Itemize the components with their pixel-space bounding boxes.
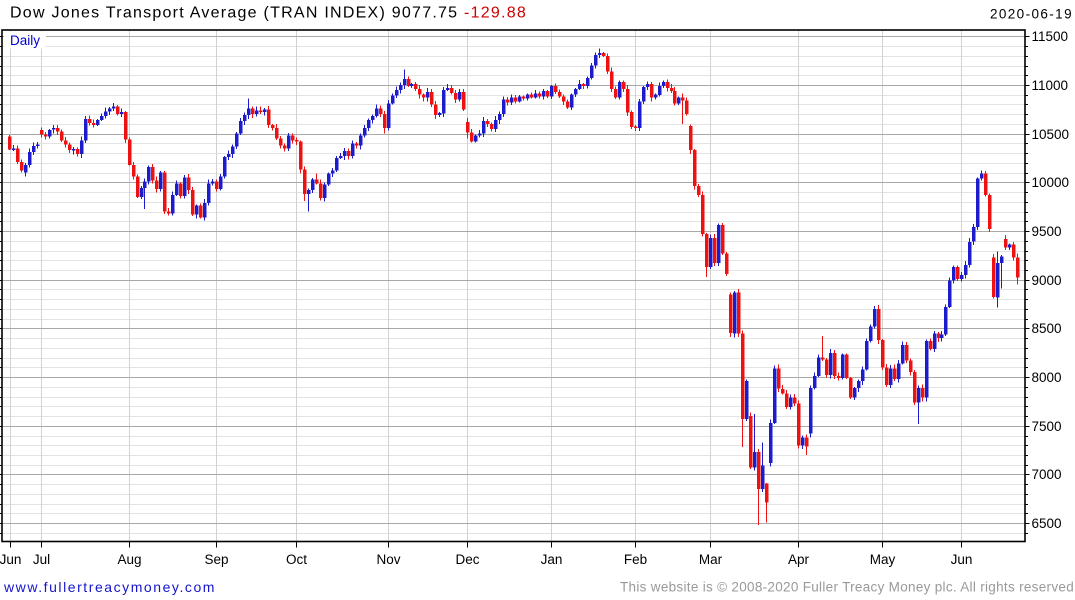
svg-text:Sep: Sep	[204, 552, 228, 567]
svg-text:Dec: Dec	[455, 552, 479, 567]
svg-text:May: May	[870, 552, 896, 567]
svg-text:10000: 10000	[1032, 175, 1070, 190]
svg-text:Nov: Nov	[376, 552, 400, 567]
svg-text:10500: 10500	[1032, 127, 1070, 142]
svg-text:Daily: Daily	[10, 33, 40, 48]
svg-text:This website is © 2008-2020 Fu: This website is © 2008-2020 Fuller Treac…	[620, 580, 1074, 595]
svg-text:www.fullertreacymoney.com: www.fullertreacymoney.com	[3, 579, 216, 595]
svg-text:Jun: Jun	[0, 552, 21, 567]
svg-text:7500: 7500	[1032, 419, 1062, 434]
svg-text:Oct: Oct	[286, 552, 307, 567]
svg-text:Apr: Apr	[788, 552, 810, 567]
svg-text:Jan: Jan	[541, 552, 563, 567]
svg-text:11000: 11000	[1032, 78, 1069, 93]
svg-text:11500: 11500	[1032, 29, 1069, 44]
svg-text:9500: 9500	[1032, 224, 1062, 239]
svg-text:Jun: Jun	[951, 552, 973, 567]
svg-text:Feb: Feb	[624, 552, 647, 567]
svg-text:7000: 7000	[1032, 467, 1062, 482]
svg-text:8500: 8500	[1032, 321, 1062, 336]
svg-text:9000: 9000	[1032, 273, 1062, 288]
svg-text:8000: 8000	[1032, 370, 1062, 385]
svg-text:2020-06-19: 2020-06-19	[990, 7, 1073, 22]
svg-text:Aug: Aug	[117, 552, 141, 567]
svg-text:6500: 6500	[1032, 516, 1062, 531]
svg-text:Mar: Mar	[699, 552, 723, 567]
svg-text:Jul: Jul	[33, 552, 50, 567]
svg-text:Dow Jones Transport Average (T: Dow Jones Transport Average (TRAN INDEX)…	[10, 5, 527, 22]
